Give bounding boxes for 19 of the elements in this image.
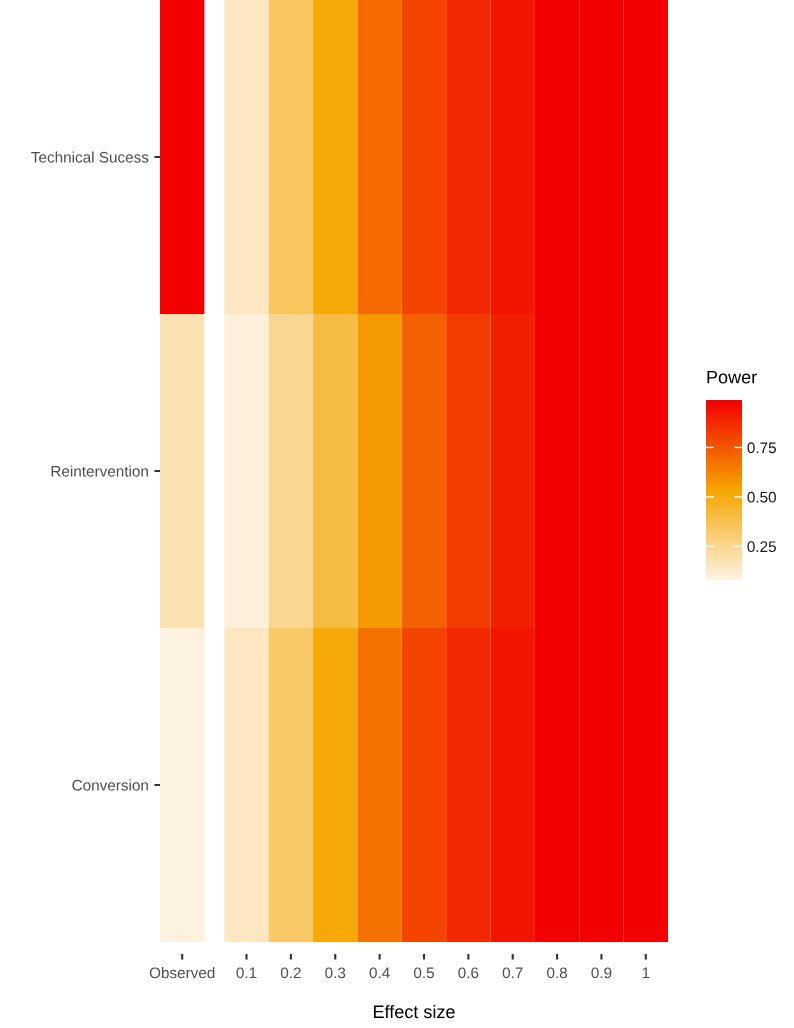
color-bar-label: 0.25 — [747, 541, 776, 553]
y-tick-label: Reintervention — [51, 465, 148, 477]
x-tick-label: 0.7 — [502, 967, 523, 979]
x-tick-label: 1 — [642, 967, 650, 979]
y-tick-label: Technical Sucess — [31, 151, 149, 163]
x-tick-label: 0.2 — [280, 967, 301, 979]
x-axis-title: Effect size — [374, 1004, 455, 1019]
x-tick-label: 0.4 — [369, 967, 390, 979]
y-tick-label: Conversion — [72, 779, 148, 791]
x-tick-label: 0.1 — [236, 967, 257, 979]
x-tick-label: Observed — [149, 967, 215, 979]
color-bar-title: Power — [707, 370, 757, 384]
x-tick-label: 0.9 — [591, 967, 612, 979]
color-bar-label: 0.50 — [747, 491, 776, 503]
x-tick-label: 0.8 — [547, 967, 568, 979]
x-tick-label: 0.6 — [458, 967, 479, 979]
color-bar-label: 0.75 — [747, 442, 776, 454]
x-tick-label: 0.5 — [413, 967, 434, 979]
x-tick-label: 0.3 — [325, 967, 346, 979]
